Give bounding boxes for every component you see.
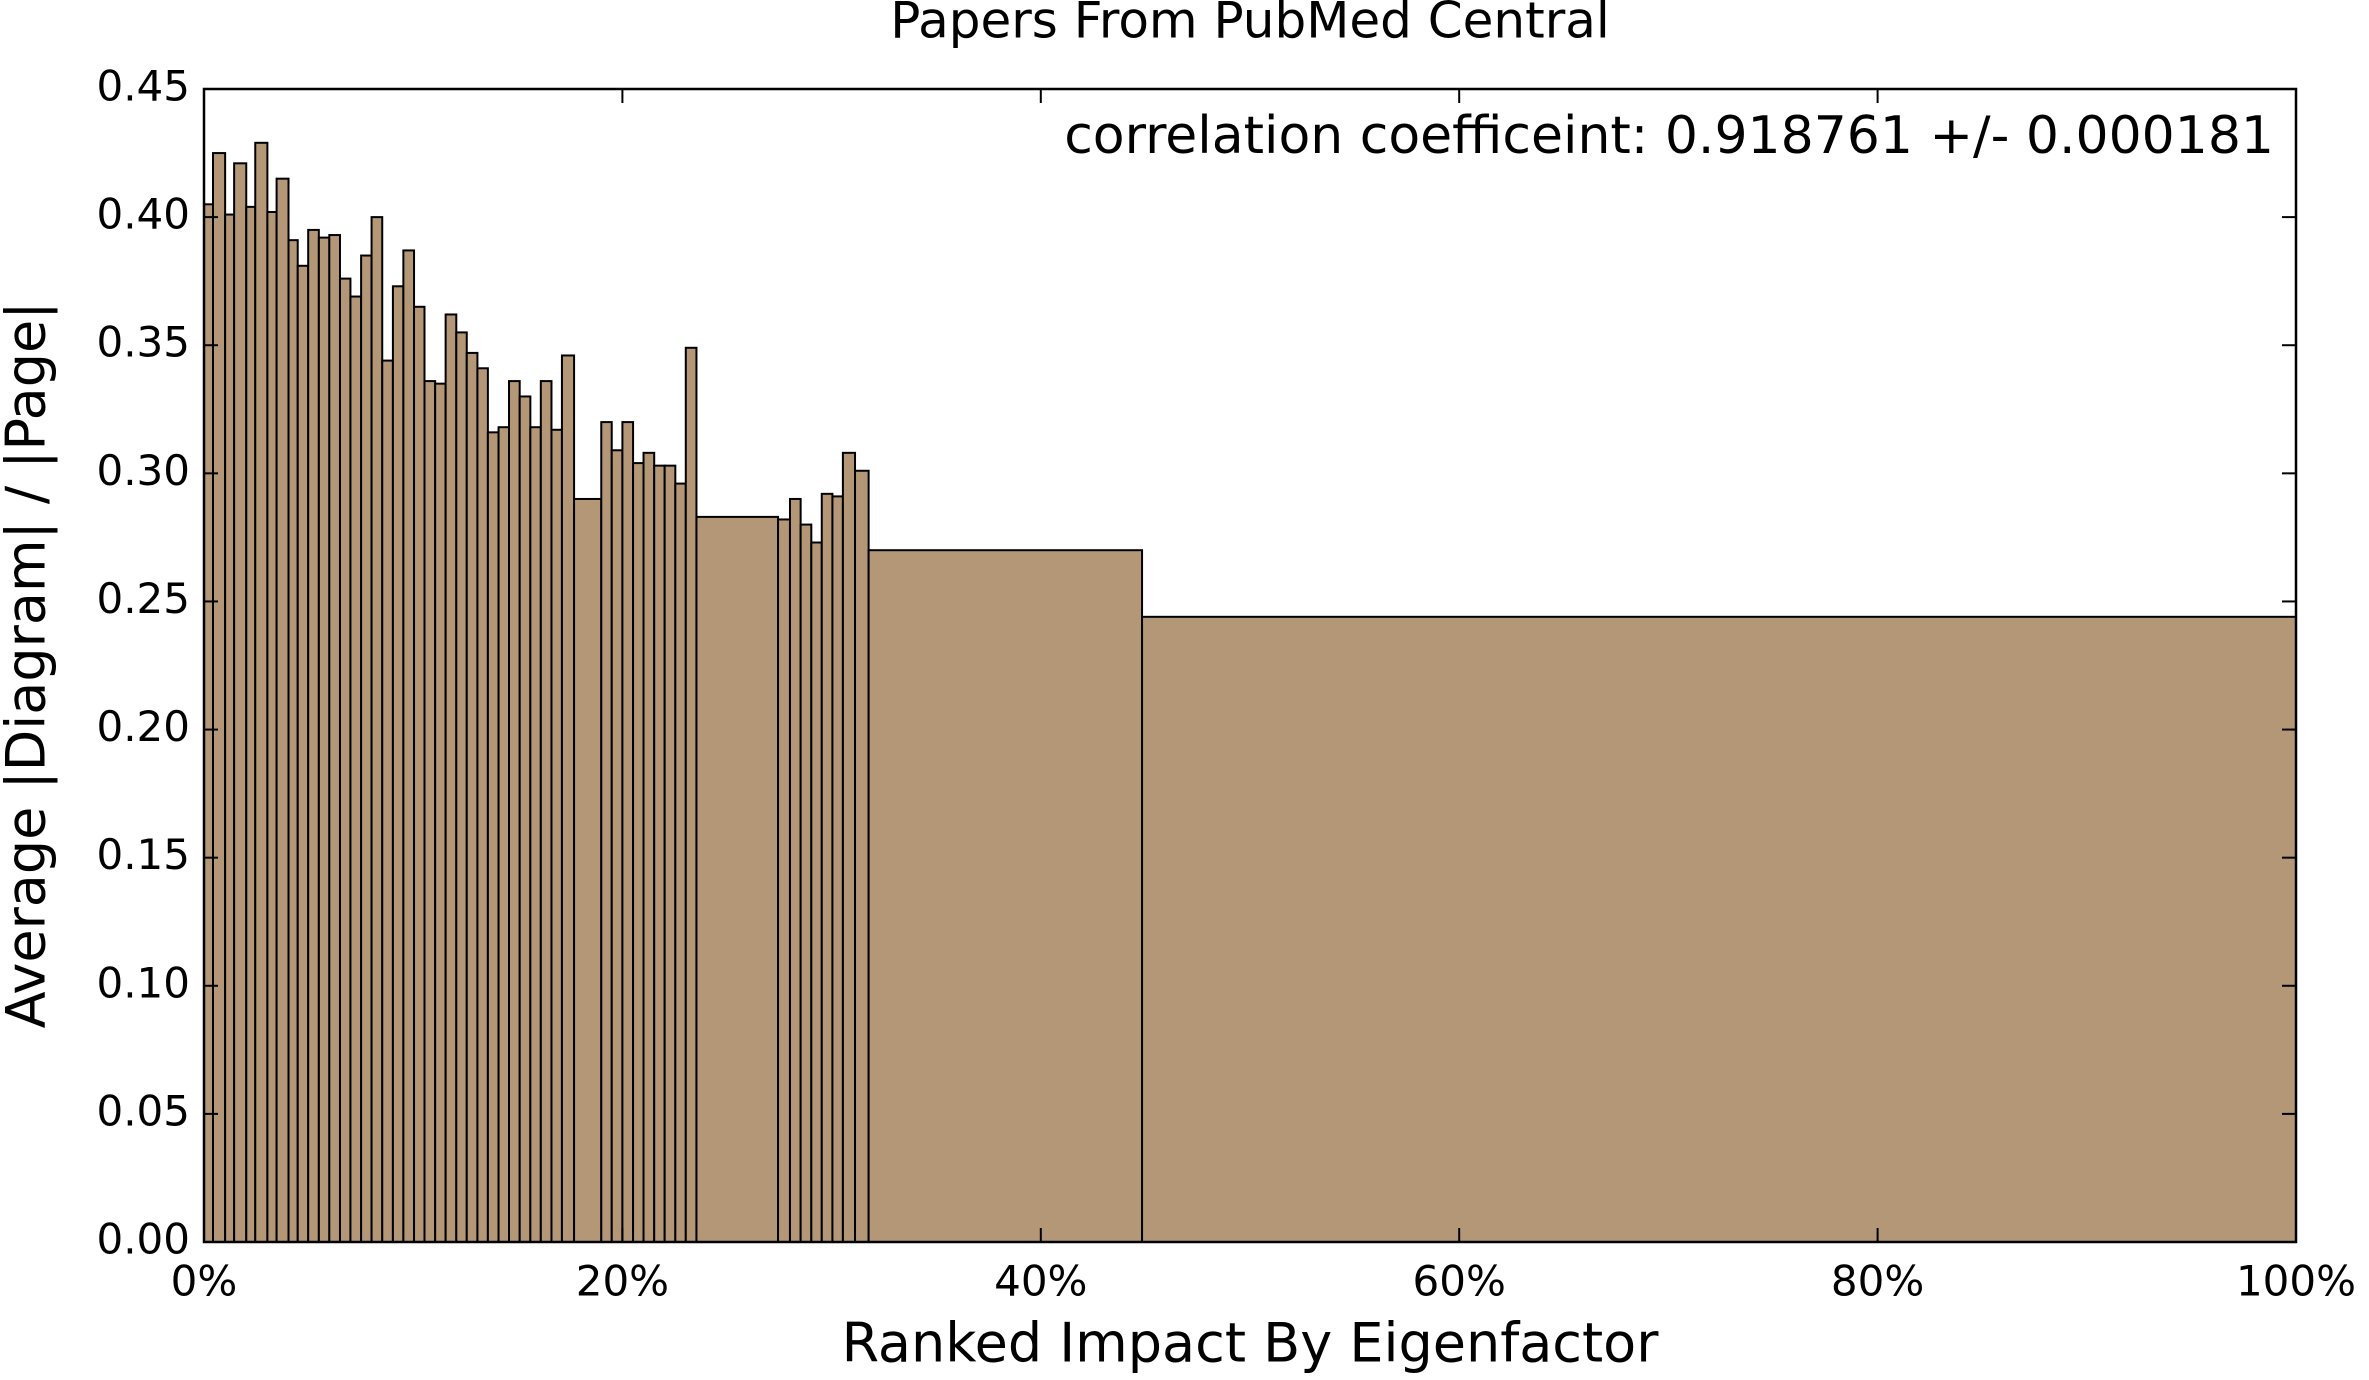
bar xyxy=(465,351,479,1243)
bar xyxy=(349,295,363,1244)
x-tick-label: 20% xyxy=(576,1257,669,1306)
bar xyxy=(476,367,489,1243)
bar xyxy=(296,264,310,1243)
bar xyxy=(423,380,437,1243)
y-tick-label: 0.35 xyxy=(96,318,190,367)
bar xyxy=(799,523,813,1243)
x-axis-label: Ranked Impact By Eigenfactor xyxy=(842,1312,1660,1375)
x-tick-label: 80% xyxy=(1831,1257,1924,1306)
y-tick-label: 0.25 xyxy=(96,574,190,623)
bar xyxy=(1141,615,2297,1243)
bar xyxy=(610,449,624,1244)
y-tick-label: 0.45 xyxy=(96,62,190,111)
bar xyxy=(632,462,645,1243)
y-tick-label: 0.05 xyxy=(96,1086,190,1135)
bar xyxy=(508,380,521,1243)
bar xyxy=(275,177,290,1244)
bar xyxy=(434,382,447,1243)
y-tick-label: 0.20 xyxy=(96,702,190,751)
bar xyxy=(233,162,248,1243)
bar xyxy=(695,515,780,1243)
y-tick-label: 0.15 xyxy=(96,830,190,879)
x-tick-label: 60% xyxy=(1413,1257,1506,1306)
bar xyxy=(413,305,426,1243)
bar xyxy=(486,431,500,1243)
bar xyxy=(203,203,214,1243)
chart-title: Papers From PubMed Central xyxy=(890,0,1610,50)
x-tick-label: 100% xyxy=(2236,1257,2356,1306)
bar xyxy=(854,469,870,1243)
bar xyxy=(497,426,511,1244)
bar xyxy=(820,492,834,1243)
bar xyxy=(307,228,320,1243)
x-tick-label: 0% xyxy=(171,1257,238,1306)
y-tick-label: 0.10 xyxy=(96,958,190,1007)
bar xyxy=(444,313,458,1243)
bar xyxy=(391,285,405,1243)
bar xyxy=(831,495,844,1244)
bar xyxy=(370,216,384,1244)
bar xyxy=(642,451,656,1243)
bar xyxy=(810,541,823,1243)
y-tick-label: 0.30 xyxy=(96,446,190,495)
bar xyxy=(338,277,352,1243)
bar xyxy=(777,518,791,1243)
bar xyxy=(245,205,257,1244)
annotation: correlation coefficeint: 0.918761 +/- 0.… xyxy=(1064,106,2274,166)
bar xyxy=(254,141,269,1244)
bar xyxy=(539,380,553,1243)
bar xyxy=(518,395,532,1243)
bar xyxy=(287,239,299,1244)
bar xyxy=(684,346,698,1244)
bar xyxy=(550,428,563,1243)
bar xyxy=(674,482,687,1243)
bar xyxy=(381,359,394,1243)
bar xyxy=(360,254,373,1244)
plot-frame xyxy=(202,87,2298,1244)
y-tick-label: 0.00 xyxy=(96,1215,190,1264)
bar xyxy=(600,421,613,1244)
bar xyxy=(653,464,666,1243)
bar xyxy=(841,451,857,1243)
bar xyxy=(529,426,542,1244)
bar xyxy=(663,464,677,1243)
y-axis-label: Average |Diagram| / |Page| xyxy=(0,302,58,1029)
bar xyxy=(317,236,331,1243)
y-tick-label: 0.40 xyxy=(96,190,190,239)
bar xyxy=(573,497,603,1243)
bar xyxy=(455,331,468,1243)
bar xyxy=(621,421,635,1244)
bar xyxy=(211,152,227,1244)
bar xyxy=(560,354,576,1243)
x-tick-label: 40% xyxy=(994,1257,1087,1306)
bar xyxy=(788,497,802,1243)
bar xyxy=(224,213,236,1244)
bar xyxy=(402,249,416,1244)
bar xyxy=(266,210,278,1243)
bar xyxy=(867,549,1144,1243)
bar xyxy=(328,234,341,1243)
